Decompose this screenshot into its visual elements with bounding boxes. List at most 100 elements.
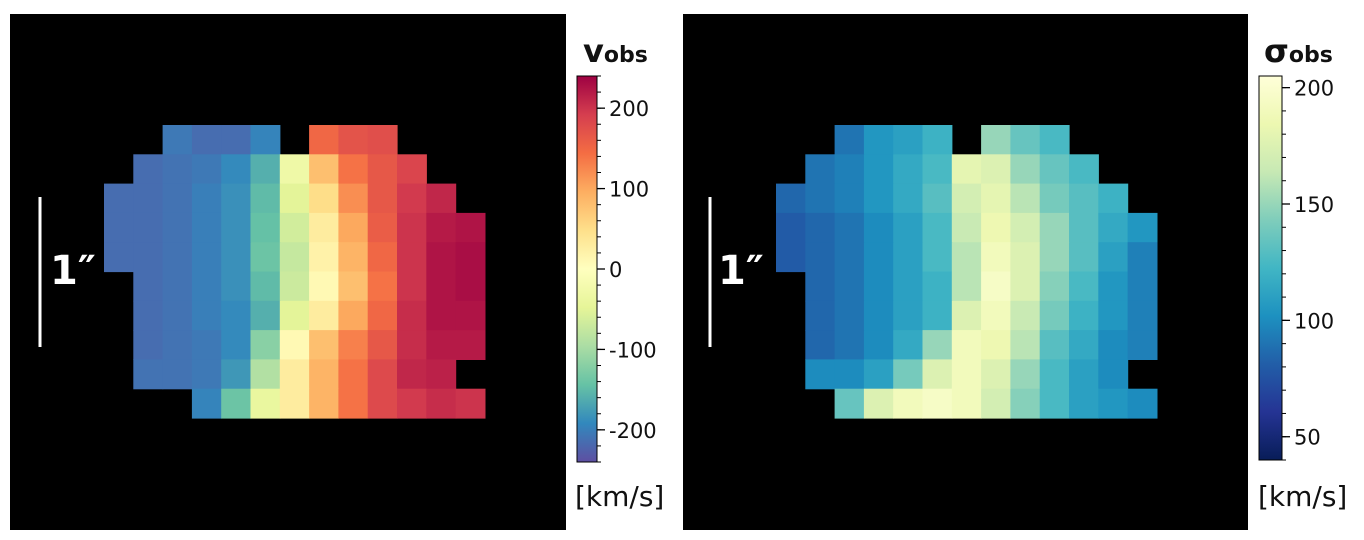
velocity-pixel: [397, 300, 427, 331]
velocity-pixel: [367, 183, 398, 214]
dispersion-pixel: [981, 183, 1011, 214]
velocity-pixel: [426, 388, 457, 419]
dispersion-pixel: [1010, 154, 1041, 185]
dispersion-pixel: [951, 242, 982, 273]
dispersion-pixel: [863, 242, 894, 273]
velocity-pixel: [221, 242, 252, 273]
velocity-pixel: [250, 300, 281, 331]
dispersion-colorbar-ticks: 200 150 100 50: [1282, 77, 1334, 461]
velocity-pixel: [367, 271, 398, 302]
velocity-colorbar: [576, 75, 598, 463]
dispersion-pixel: [922, 125, 953, 155]
dispersion-pixel: [922, 183, 953, 214]
dispersion-pixel: [863, 388, 894, 419]
velocity-pixel: [367, 300, 398, 331]
dispersion-pixel: [981, 271, 1011, 302]
dispersion-pixel: [1010, 388, 1041, 419]
velocity-pixel: [338, 359, 369, 390]
dispersion-colorbar: [1258, 75, 1283, 461]
velocity-pixel: [250, 330, 281, 360]
velocity-pixel: [397, 271, 427, 302]
velocity-pixel: [309, 388, 339, 419]
dispersion-pixel: [893, 242, 924, 273]
dispersion-pixel: [776, 242, 806, 273]
velocity-pixel: [367, 359, 398, 390]
velocity-pixel: [279, 388, 310, 419]
dispersion-pixel: [863, 183, 894, 214]
dispersion-pixel: [1127, 242, 1158, 273]
velocity-pixel: [191, 212, 222, 243]
dispersion-pixel: [834, 154, 865, 185]
dispersion-colorbar-tick-label: 200: [1294, 77, 1334, 101]
velocity-pixel: [133, 154, 164, 185]
velocity-pixel: [426, 212, 457, 243]
velocity-pixel: [104, 183, 134, 214]
velocity-pixel: [309, 212, 339, 243]
dispersion-pixel: [863, 271, 894, 302]
dispersion-pixel: [893, 330, 924, 360]
velocity-pixel: [191, 359, 222, 390]
velocity-pixel: [221, 125, 252, 155]
velocity-pixel: [162, 330, 193, 360]
dispersion-pixel: [1039, 242, 1070, 273]
velocity-pixel: [221, 154, 252, 185]
dispersion-pixel: [1010, 183, 1041, 214]
dispersion-pixel: [981, 359, 1011, 390]
velocity-pixel: [250, 212, 281, 243]
dispersion-pixel: [1098, 242, 1129, 273]
dispersion-pixel: [951, 271, 982, 302]
dispersion-pixel: [834, 300, 865, 331]
dispersion-pixel: [776, 183, 806, 214]
velocity-pixel: [279, 300, 310, 331]
velocity-pixel: [279, 271, 310, 302]
velocity-pixel: [397, 330, 427, 360]
dispersion-title-main: σ: [1264, 32, 1289, 70]
velocity-colorbar-tick-label: 0: [609, 258, 622, 282]
velocity-pixel: [250, 154, 281, 185]
dispersion-pixel: [805, 300, 836, 331]
velocity-pixel: [162, 359, 193, 390]
dispersion-unit-label: [km/s]: [1258, 480, 1347, 513]
velocity-colorbar-tick-label: 200: [609, 97, 649, 121]
velocity-pixel: [338, 212, 369, 243]
velocity-pixel: [397, 154, 427, 185]
dispersion-pixel: [922, 212, 953, 243]
dispersion-pixel: [1069, 388, 1099, 419]
dispersion-pixel: [1039, 300, 1070, 331]
velocity-pixel: [191, 330, 222, 360]
velocity-pixel: [367, 154, 398, 185]
dispersion-pixel: [1069, 359, 1099, 390]
velocity-pixel: [367, 330, 398, 360]
velocity-pixel: [221, 359, 252, 390]
velocity-pixel: [338, 183, 369, 214]
dispersion-pixel: [951, 212, 982, 243]
dispersion-pixel: [834, 359, 865, 390]
velocity-pixel: [309, 271, 339, 302]
dispersion-pixel: [981, 154, 1011, 185]
velocity-pixel: [397, 242, 427, 273]
velocity-pixel: [133, 212, 164, 243]
velocity-pixel: [162, 125, 193, 155]
velocity-pixel: [338, 271, 369, 302]
dispersion-pixel: [805, 330, 836, 360]
velocity-pixel: [426, 242, 457, 273]
dispersion-pixel: [981, 330, 1011, 360]
dispersion-pixel: [893, 359, 924, 390]
velocity-pixel: [397, 212, 427, 243]
dispersion-pixel: [1039, 359, 1070, 390]
dispersion-pixel: [922, 300, 953, 331]
dispersion-pixel: [893, 271, 924, 302]
velocity-pixel: [309, 125, 339, 155]
dispersion-pixel: [1010, 300, 1041, 331]
dispersion-pixel: [863, 300, 894, 331]
velocity-colorbar-title: vobs: [583, 32, 648, 70]
velocity-pixel: [191, 300, 222, 331]
velocity-pixel: [309, 154, 339, 185]
velocity-pixel: [250, 242, 281, 273]
velocity-pixel: [279, 242, 310, 273]
dispersion-pixel: [1010, 271, 1041, 302]
velocity-pixel: [250, 359, 281, 390]
dispersion-pixel: [805, 242, 836, 273]
dispersion-pixel: [1039, 154, 1070, 185]
dispersion-pixel: [981, 212, 1011, 243]
